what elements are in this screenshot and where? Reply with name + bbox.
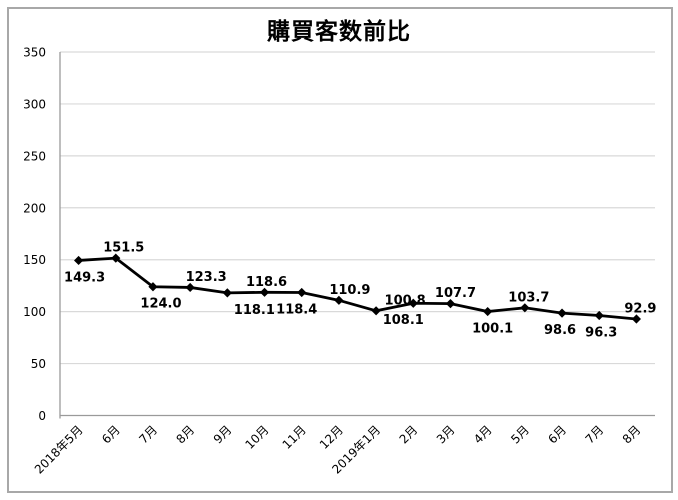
- x-axis-label: 6月: [99, 423, 123, 447]
- data-point-marker: [148, 282, 158, 292]
- data-point-marker: [259, 287, 270, 297]
- x-axis-label: 5月: [508, 423, 532, 447]
- chart-frame: [7, 7, 673, 493]
- data-label: 96.3: [585, 325, 617, 340]
- data-label: 123.3: [186, 270, 227, 285]
- x-axis-label: 2018年5月: [32, 423, 86, 477]
- data-label: 98.6: [544, 323, 576, 338]
- series-line: [78, 256, 637, 321]
- data-point-marker: [222, 288, 232, 298]
- x-axis-label: 8月: [620, 423, 644, 447]
- data-point-marker: [445, 299, 456, 309]
- data-point-marker: [73, 255, 84, 266]
- data-label: 151.5: [103, 241, 144, 256]
- x-axis-label: 3月: [434, 423, 458, 447]
- x-axis-label: 9月: [211, 423, 235, 447]
- data-point-marker: [520, 303, 530, 313]
- data-point-marker: [371, 306, 381, 316]
- data-label: 118.1: [234, 303, 275, 318]
- data-point-marker: [594, 310, 604, 321]
- x-axis-label: 10月: [242, 423, 271, 452]
- data-label: 124.0: [140, 297, 181, 312]
- y-tick-label: 150: [23, 253, 46, 267]
- x-axis-label: 12月: [317, 423, 346, 452]
- data-point-marker: [297, 287, 307, 298]
- data-label: 149.3: [64, 270, 105, 285]
- data-point-marker: [185, 282, 195, 293]
- data-label: 108.1: [383, 313, 424, 328]
- data-point-marker: [483, 306, 493, 317]
- x-axis-label: 4月: [471, 423, 495, 447]
- chart-title: 購買客数前比: [267, 19, 411, 45]
- y-tick-label: 250: [23, 149, 46, 163]
- x-axis-label: 7月: [136, 423, 160, 447]
- data-point-marker: [631, 314, 642, 324]
- y-tick-label: 350: [23, 46, 46, 60]
- data-point-marker: [111, 253, 121, 263]
- x-axis-label: 2月: [397, 423, 421, 447]
- data-label: 118.4: [276, 303, 317, 318]
- data-point-marker: [334, 295, 344, 305]
- data-label: 118.6: [246, 275, 287, 290]
- data-label: 92.9: [624, 302, 656, 317]
- data-point-marker: [557, 308, 567, 318]
- data-label: 107.7: [435, 286, 476, 301]
- y-tick-label: 50: [31, 357, 46, 371]
- y-tick-label: 200: [23, 201, 46, 215]
- data-label: 110.9: [329, 283, 370, 298]
- y-tick-label: 100: [23, 305, 46, 319]
- x-axis-label: 8月: [173, 423, 197, 447]
- data-point-marker: [408, 298, 418, 308]
- x-axis-label: 11月: [280, 423, 309, 452]
- y-tick-label: 0: [38, 409, 46, 423]
- data-label: 100.8: [385, 293, 426, 308]
- data-label: 100.1: [472, 322, 513, 337]
- x-axis-label: 6月: [545, 423, 569, 447]
- x-axis-label: 7月: [583, 423, 607, 447]
- data-label: 103.7: [508, 290, 549, 305]
- y-tick-label: 300: [23, 97, 46, 111]
